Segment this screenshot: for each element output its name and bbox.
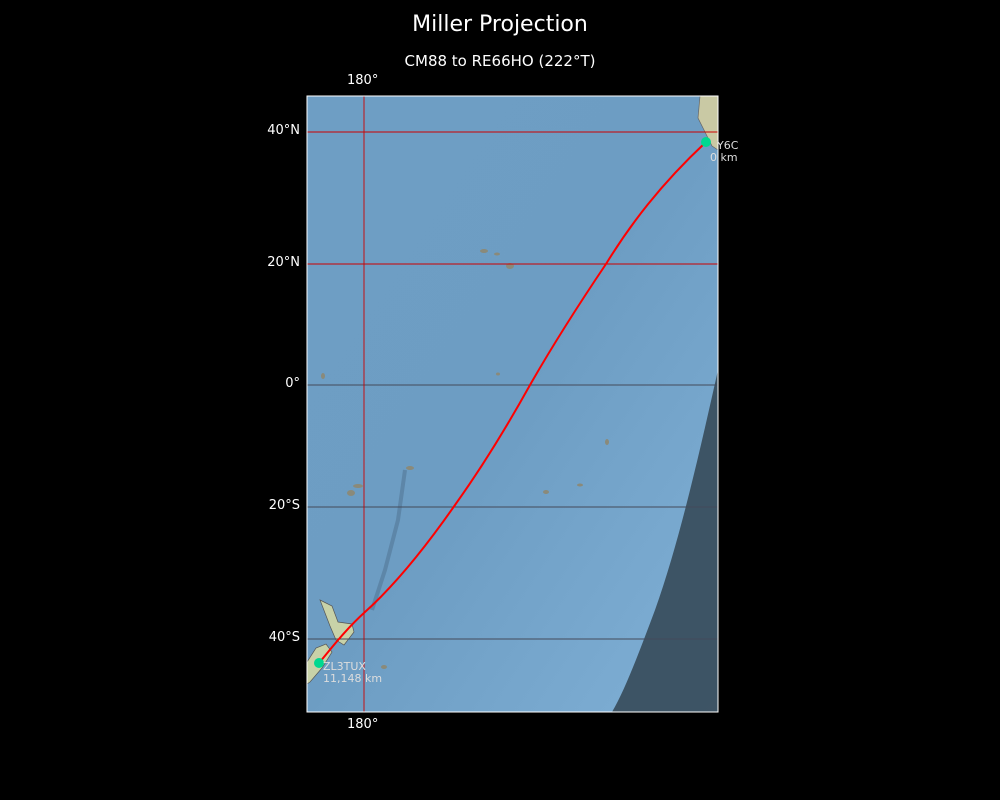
land-new-zealand-north <box>319 599 355 646</box>
map-subtitle: CM88 to RE66HO (222°T) <box>404 52 596 70</box>
great-circle-path <box>318 141 707 664</box>
start-marker <box>701 137 711 147</box>
lat-label-20n: 20°N <box>267 255 300 270</box>
lon-label-top: 180° <box>347 73 379 88</box>
end-distance: 11,148 km <box>323 672 383 685</box>
lon-label-bottom: 180° <box>347 717 379 732</box>
end-station-label: ZL3TUX 11,148 km <box>323 661 382 685</box>
lat-label-40n: 40°N <box>267 123 300 138</box>
end-marker <box>314 658 324 668</box>
trench <box>370 469 407 611</box>
start-station-label: Y6C 0 km <box>710 139 739 164</box>
lat-label-40s: 40°S <box>268 630 300 645</box>
graticule <box>307 96 718 712</box>
lat-label-0: 0° <box>285 376 300 391</box>
start-call: Y6C <box>717 139 739 152</box>
islands <box>321 249 609 669</box>
lat-label-20s: 20°S <box>268 498 300 513</box>
land-north-america <box>697 96 718 151</box>
end-call: ZL3TUX <box>323 660 366 673</box>
map-title: Miller Projection <box>412 12 588 37</box>
start-distance: 0 km <box>710 151 738 164</box>
map-frame <box>306 95 719 713</box>
night-shading <box>612 370 718 712</box>
ocean <box>307 96 718 712</box>
